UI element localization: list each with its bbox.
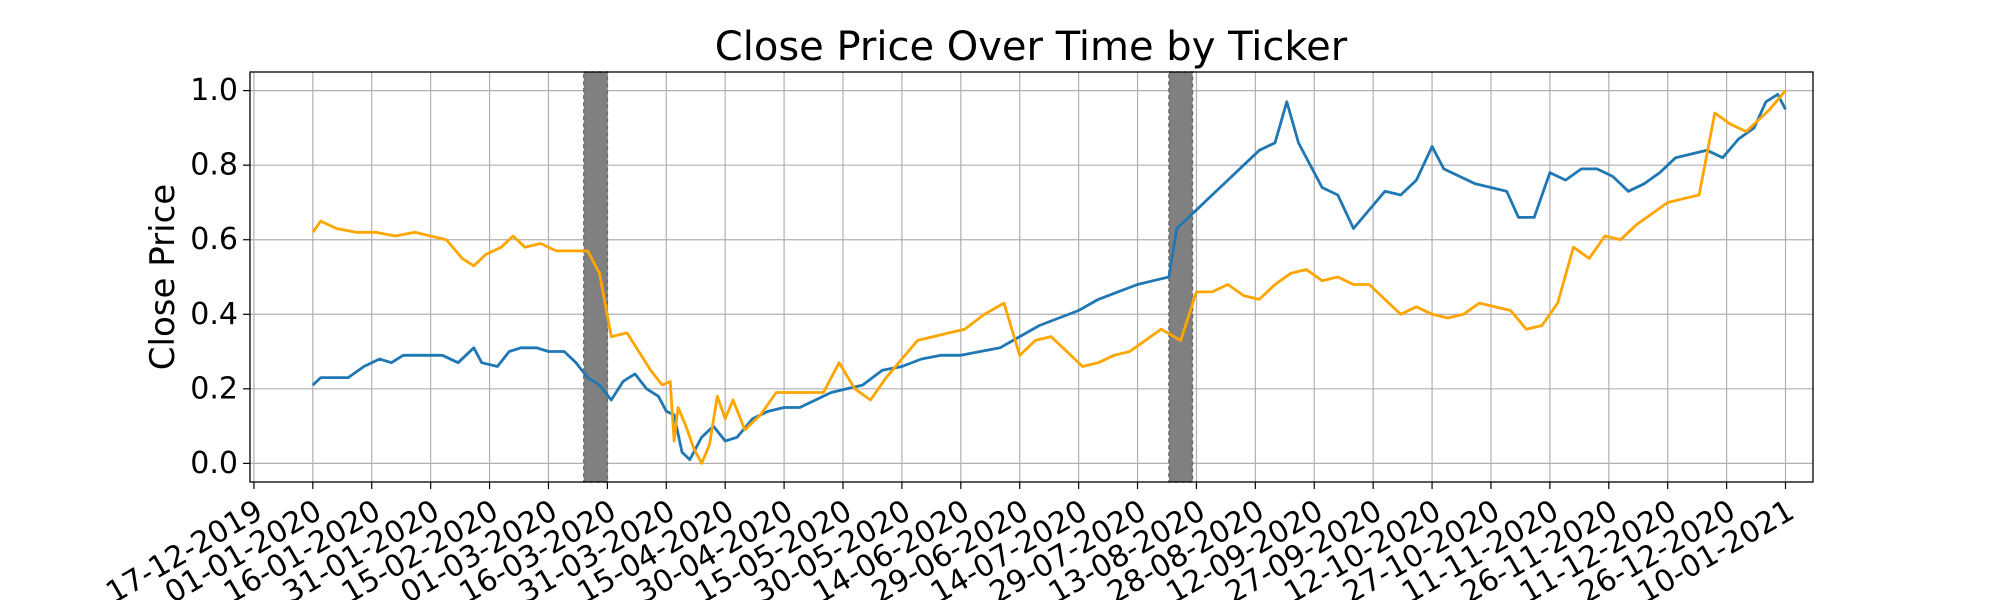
- y-tick-label: 0.8: [190, 148, 238, 183]
- chart-title: Close Price Over Time by Ticker: [715, 24, 1348, 70]
- y-tick-label: 0.2: [190, 371, 238, 406]
- shaded-region: [1169, 72, 1193, 482]
- y-tick-label: 0.6: [190, 222, 238, 257]
- y-tick-label: 1.0: [190, 73, 238, 108]
- y-axis-label: Close Price: [143, 184, 183, 370]
- shaded-region: [584, 72, 608, 482]
- y-tick-label: 0.4: [190, 297, 238, 332]
- y-tick-label: 0.0: [190, 446, 238, 481]
